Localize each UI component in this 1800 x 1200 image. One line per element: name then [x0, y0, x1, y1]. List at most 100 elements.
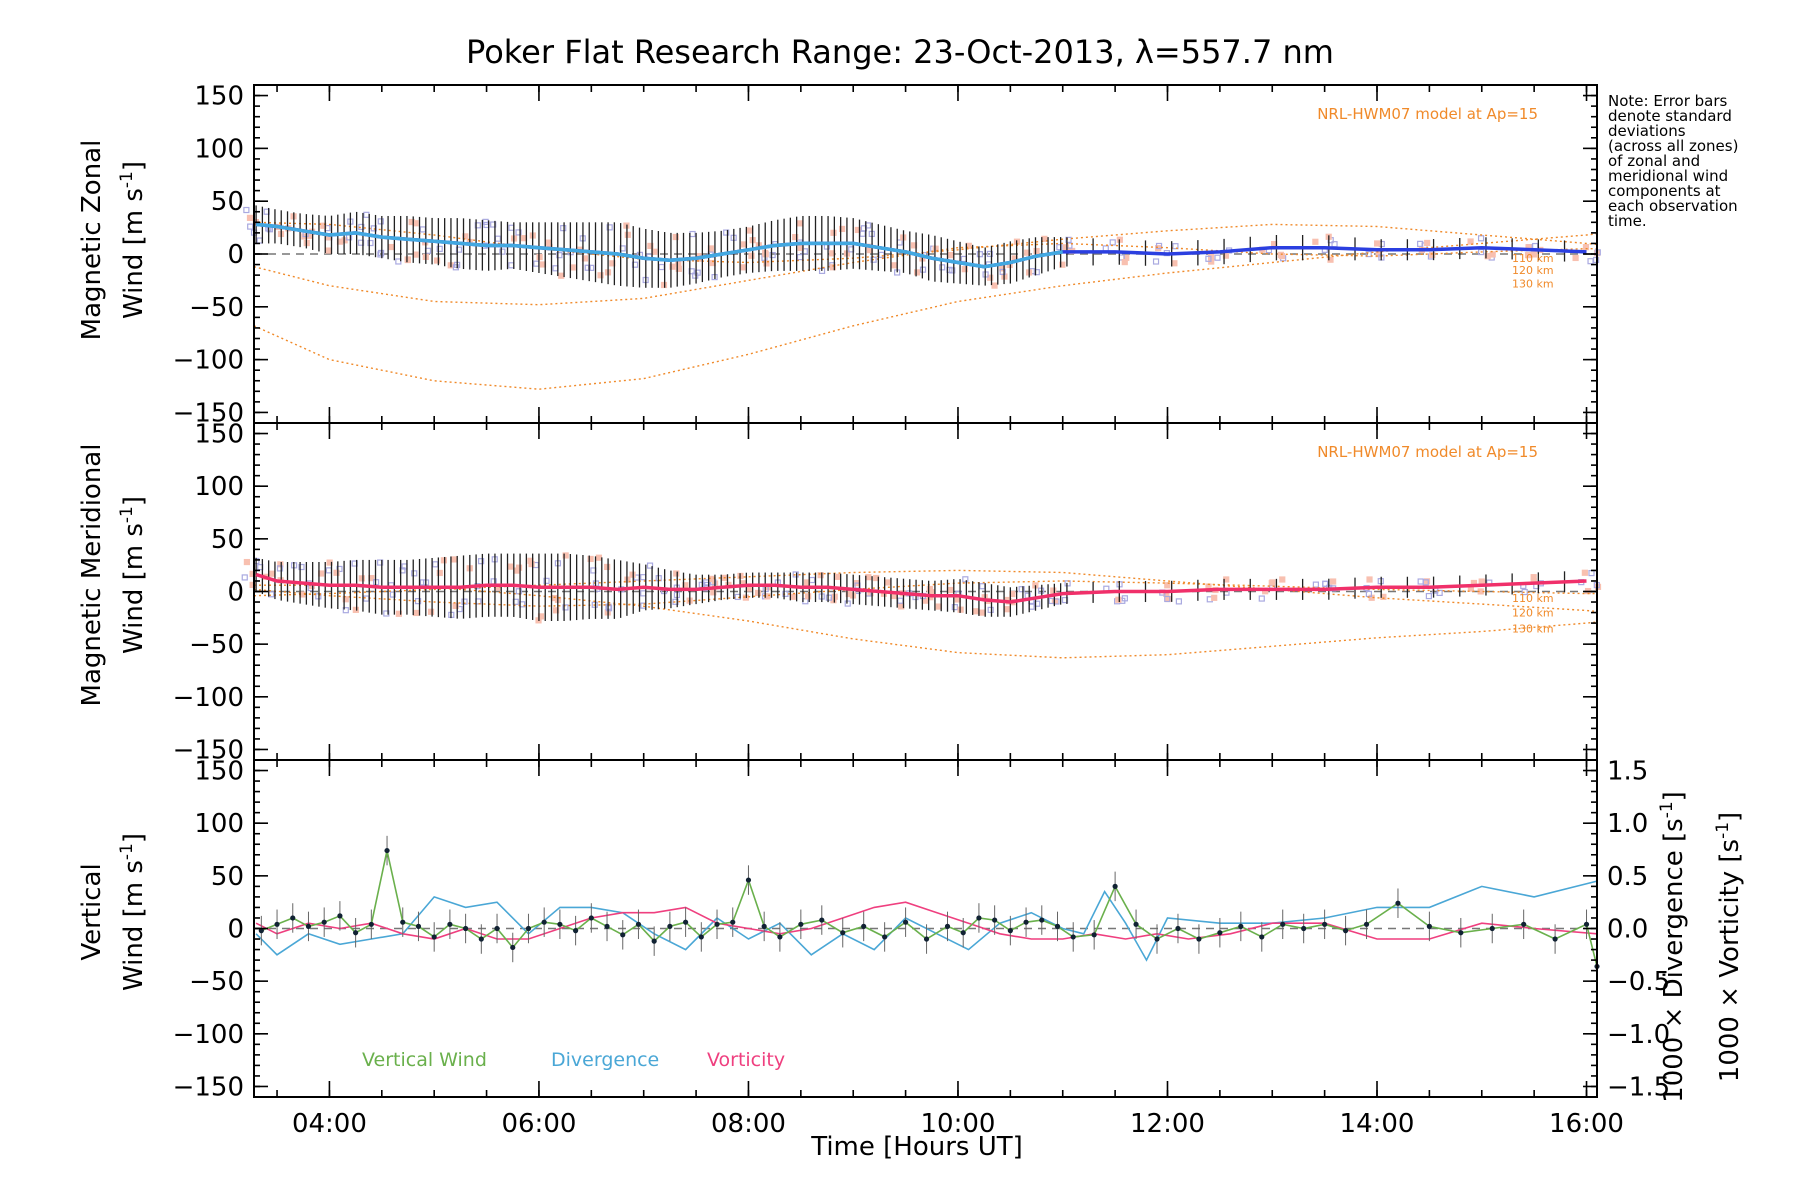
zone-sample-point	[515, 564, 523, 571]
zone-sample-point	[404, 256, 411, 263]
zone-sample-point	[999, 265, 1006, 272]
vertical-wind-point	[510, 944, 516, 951]
zone-sample-point	[1484, 253, 1491, 260]
vertical-wind-point	[290, 915, 296, 921]
vertical-wind-point	[1301, 925, 1307, 932]
zone-sample-point	[1269, 579, 1276, 586]
zone-sample-point	[947, 251, 954, 259]
y-tick-label: 150	[194, 757, 244, 787]
zone-sample-point	[1211, 594, 1218, 601]
zone-sample-point	[1327, 256, 1334, 263]
zone-sample-point	[432, 561, 439, 568]
model-curve-130-km	[253, 221, 1598, 264]
zone-sample-point	[363, 595, 370, 602]
zone-sample-point	[739, 264, 746, 271]
y-tick-label: −150	[173, 398, 244, 428]
zone-sample-point	[358, 575, 365, 582]
y-tick-label: 150	[194, 420, 244, 450]
zone-sample-point	[367, 239, 374, 247]
zone-sample-point	[411, 570, 418, 577]
vorticity-ylabel-close: ]	[1715, 812, 1745, 822]
zone-sample-point	[243, 558, 251, 566]
altitude-label: 110 km	[1512, 592, 1554, 605]
x-axis-label: Time [Hours UT]	[810, 1132, 1023, 1162]
zone-sample-point	[562, 604, 569, 611]
zone-sample-point	[587, 555, 594, 563]
zone-sample-point	[962, 576, 969, 583]
zone-sample-point	[562, 552, 569, 559]
meridional-wind-series	[255, 572, 1587, 604]
zone-sample-point	[1477, 248, 1485, 256]
zone-sample-point	[640, 574, 647, 581]
zone-sample-point	[1467, 238, 1474, 245]
zone-sample-point	[1172, 243, 1179, 250]
meridional-ylabel-line1: Magnetic Meridional	[77, 444, 107, 707]
zone-sample-point	[399, 567, 406, 574]
zone-sample-point	[387, 243, 395, 251]
vertical-wind-point	[494, 925, 500, 932]
zone-sample-point	[256, 237, 263, 244]
vertical-wind-point	[1280, 921, 1286, 927]
zone-sample-point	[1581, 569, 1588, 576]
vertical-wind-point	[321, 919, 327, 925]
y-tick-label: −50	[189, 293, 244, 323]
zone-sample-point	[1477, 235, 1485, 242]
y-tick-label: −100	[173, 683, 244, 713]
zone-sample-point	[986, 250, 994, 258]
zone-sample-point	[673, 570, 680, 577]
zone-sample-point	[951, 604, 958, 611]
vertical-wind-point	[1458, 930, 1464, 936]
zone-sample-point	[419, 579, 427, 586]
zonal-ylabel-line1: Magnetic Zonal	[77, 140, 107, 341]
vertical-wind-panel: −1.5 −1.0 −0.5 0.0 0.5 1.0 1.5 −150 −100 −50 0 50 10…	[173, 757, 1671, 1103]
vertical-wind-point	[1112, 883, 1118, 889]
divergence-ylabel: 1000 × Divergence [s-1]	[1657, 791, 1689, 1103]
zone-sample-point	[782, 590, 789, 597]
zone-sample-point	[830, 229, 837, 236]
vertical-ylabel-sup: -1	[117, 843, 137, 860]
divergence-ylabel-text: 1000 × Divergence [s-1]	[1657, 791, 1689, 1103]
y2-tick-label: −1.5	[1607, 1072, 1670, 1102]
zone-sample-point	[1059, 261, 1066, 268]
altitude-label: 110 km	[1512, 252, 1554, 265]
zone-sample-point	[1365, 250, 1372, 258]
vertical-wind-point	[431, 934, 437, 940]
model-curve-110-km	[253, 580, 1597, 607]
divergence-ylabel-close: ]	[1659, 791, 1689, 801]
zone-sample-point	[1532, 242, 1539, 250]
zone-sample-point	[560, 225, 567, 232]
zone-sample-point	[455, 246, 463, 253]
zone-sample-point	[987, 274, 994, 281]
zone-sample-point	[477, 558, 485, 565]
zone-sample-point	[268, 591, 275, 598]
vertical-wind-point	[620, 932, 626, 938]
vertical-wind-point	[882, 934, 888, 940]
zone-sample-point	[1582, 244, 1590, 251]
zone-sample-point	[545, 239, 552, 246]
vertical-wind-point	[992, 917, 998, 923]
vertical-wind-point	[1039, 917, 1045, 923]
vertical-wind-point	[604, 923, 610, 929]
zone-sample-point	[591, 601, 598, 608]
vertical-wind-point	[819, 917, 825, 923]
zone-sample-point	[1155, 242, 1163, 250]
y-tick-label: −50	[189, 630, 244, 660]
zone-sample-point	[949, 267, 956, 274]
x-tick-label: 14:00	[1340, 1109, 1415, 1139]
zone-sample-point	[754, 589, 762, 597]
vertical-ylabel: Vertical Wind [m s-1]	[77, 833, 149, 991]
vertical-wind-point	[1054, 923, 1061, 929]
y-tick-label: 0	[227, 578, 244, 608]
zone-sample-point	[834, 573, 841, 580]
zone-sample-point	[796, 253, 804, 261]
zone-sample-point	[825, 594, 832, 601]
x-tick-label: 12:00	[1130, 1109, 1205, 1139]
vertical-wind-point	[698, 934, 704, 940]
zone-sample-point	[987, 606, 994, 614]
y-tick-label: 50	[211, 525, 244, 555]
vertical-wind-point	[305, 923, 312, 929]
vertical-wind-point	[1238, 923, 1244, 929]
zone-sample-point	[1417, 240, 1424, 247]
vertical-wind-point	[1007, 928, 1013, 934]
